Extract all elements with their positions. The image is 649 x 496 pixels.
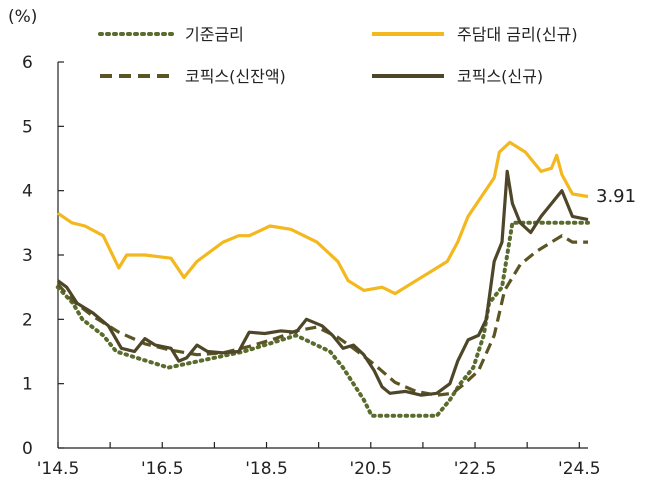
legend: 기준금리 주담대 금리(신규) 코픽스(신잔액) 코픽스(신규) bbox=[98, 25, 578, 86]
legend-label-cofix-new-balance: 코픽스(신잔액) bbox=[185, 67, 286, 86]
series-lines bbox=[55, 140, 590, 418]
y-unit-label: (%) bbox=[8, 7, 37, 27]
x-tick-label: '18.5 bbox=[245, 459, 288, 479]
x-tick-label: '20.5 bbox=[350, 459, 393, 479]
legend-label-mortgage-rate: 주담대 금리(신규) bbox=[457, 25, 578, 44]
series-line-cofix-new bbox=[56, 169, 589, 397]
series-line-base-rate bbox=[55, 220, 590, 418]
y-tick-label: 1 bbox=[22, 375, 33, 395]
legend-label-cofix-new: 코픽스(신규) bbox=[457, 67, 543, 86]
x-tick-label: '22.5 bbox=[454, 459, 497, 479]
legend-label-base-rate: 기준금리 bbox=[185, 25, 244, 44]
end-value-label: 3.91 bbox=[596, 186, 636, 207]
series-line-cofix-new-balance bbox=[56, 234, 588, 397]
y-tick-label: 3 bbox=[22, 246, 33, 266]
y-axis: 0 1 2 3 4 5 6 bbox=[22, 53, 64, 459]
y-tick-label: 2 bbox=[22, 310, 33, 330]
x-tick-label: '24.5 bbox=[558, 459, 601, 479]
y-tick-label: 6 bbox=[22, 53, 33, 73]
y-tick-label: 5 bbox=[22, 117, 33, 137]
x-tick-label: '14.5 bbox=[37, 459, 80, 479]
y-tick-label: 4 bbox=[22, 182, 33, 202]
series-line-mortgage-rate bbox=[56, 140, 589, 296]
x-tick-label: '16.5 bbox=[141, 459, 184, 479]
x-axis: '14.5 '16.5 '18.5 '20.5 '22.5 '24.5 bbox=[37, 442, 601, 479]
y-tick-label: 0 bbox=[22, 439, 33, 459]
